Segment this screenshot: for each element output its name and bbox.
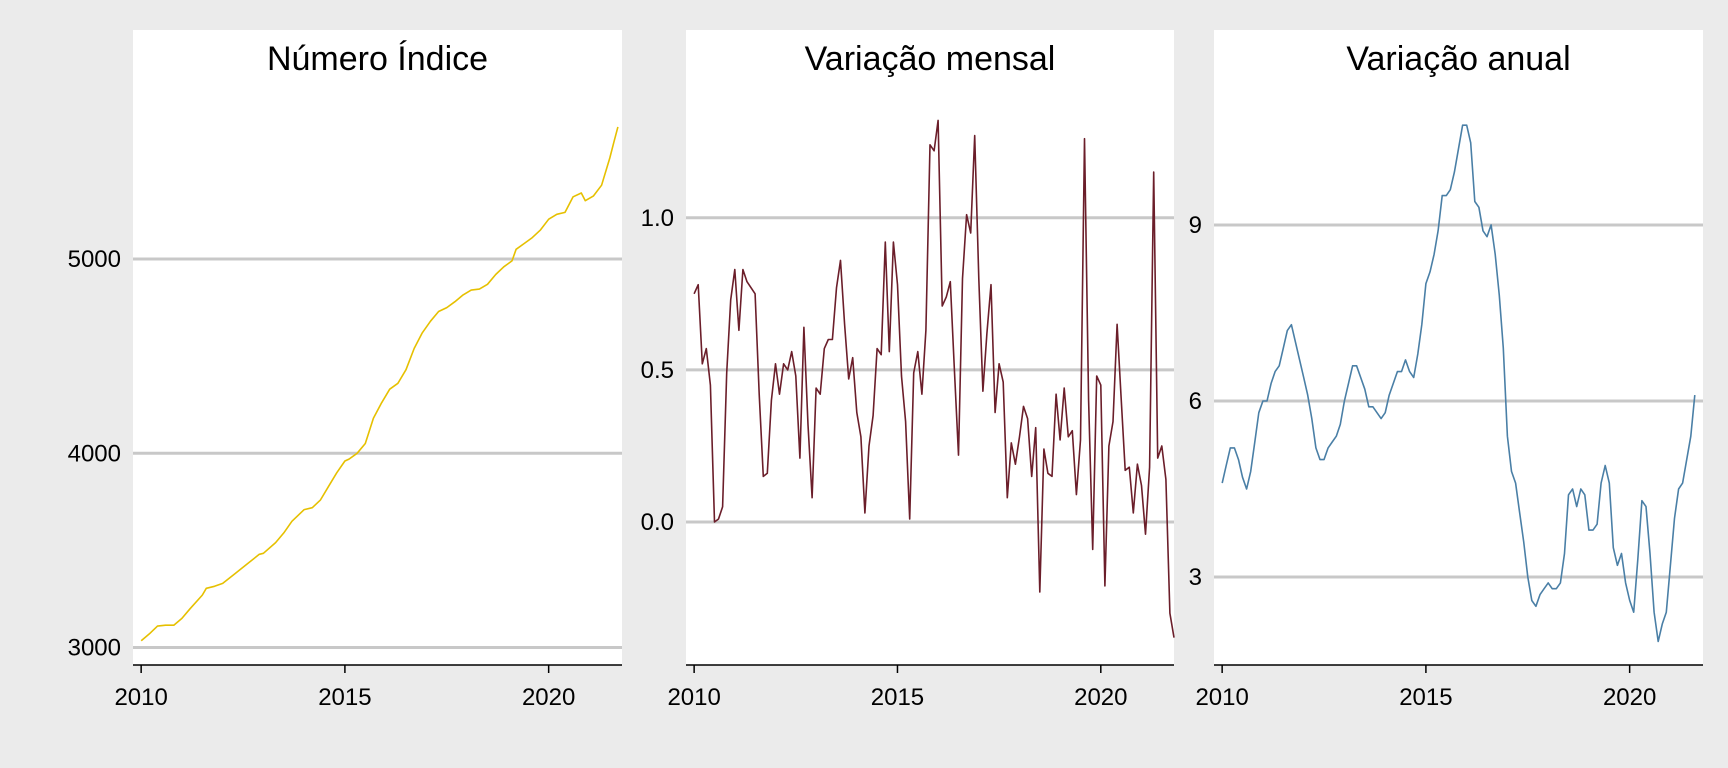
y-tick-label: 4000 [68,440,121,467]
panel-background [133,30,622,665]
panel-title: Variação anual [1346,40,1570,78]
chart-panel-1: Número Índice 3000 4000 5000 2010 2015 2020 [68,30,622,711]
y-tick-label: 0.5 [641,357,674,384]
x-tick-label: 2015 [1399,684,1452,711]
series-line [1221,124,1696,643]
x-tick-label: 2010 [114,684,167,711]
y-tick-label: 3000 [68,635,121,662]
x-tick-label: 2020 [1074,684,1127,711]
series-line [693,119,1175,638]
panel-background [1214,30,1703,665]
x-tick-label: 2010 [1195,684,1248,711]
y-tick-label: 6 [1189,388,1202,415]
x-tick-label: 2015 [318,684,371,711]
panel-title: Número Índice [267,40,488,78]
y-tick-label: 0.0 [641,509,674,536]
x-tick-label: 2020 [522,684,575,711]
y-tick-label: 3 [1189,564,1202,591]
y-tick-label: 9 [1189,212,1202,239]
x-tick-label: 2015 [871,684,924,711]
chart-panel-3: Variação anual 3 6 9 2010 2015 2020 [1189,30,1703,711]
y-tick-label: 5000 [68,246,121,273]
series-line [140,126,619,642]
panel-title: Variação mensal [805,40,1056,78]
x-tick-label: 2020 [1603,684,1656,711]
x-tick-label: 2010 [667,684,720,711]
panel-background [686,30,1174,665]
chart-panel-2: Variação mensal 0.0 0.5 1.0 2010 2015 2020 [641,30,1175,711]
y-tick-label: 1.0 [641,205,674,232]
